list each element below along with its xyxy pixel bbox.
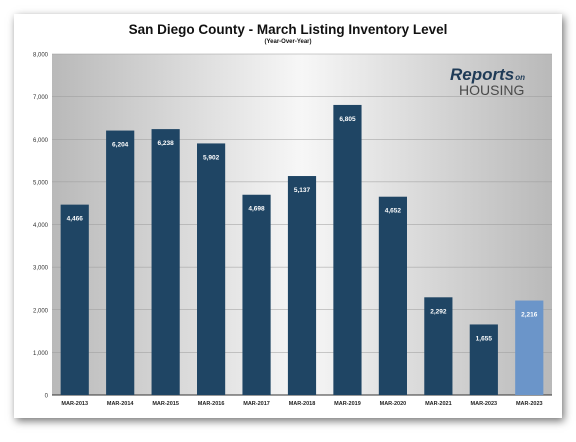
bar: [287, 176, 317, 395]
logo-text-on: on: [515, 73, 525, 82]
y-tick-label: 6,000: [33, 138, 49, 144]
y-tick-label: 3,000: [33, 266, 49, 272]
x-tick-label: MAR-2020: [380, 401, 407, 407]
bar-value-label: 2,216: [521, 312, 538, 319]
y-tick-label: 7,000: [33, 95, 49, 101]
logo-text-housing: HOUSING: [459, 82, 524, 98]
bar-value-label: 5,902: [203, 154, 220, 161]
bar: [151, 129, 180, 395]
x-tick-label: MAR-2017: [243, 401, 270, 407]
bar-value-label: 5,137: [294, 187, 311, 194]
x-tick-label: MAR-2016: [198, 401, 225, 407]
bar: [106, 130, 135, 395]
y-tick-label: 5,000: [33, 180, 49, 186]
x-tick-label: MAR-2021: [425, 401, 452, 407]
y-tick-label: 8,000: [33, 53, 49, 59]
bar: [333, 104, 362, 395]
x-tick-label: MAR-2014: [107, 401, 135, 407]
x-tick-label: MAR-2013: [61, 401, 88, 407]
x-tick-label: MAR-2018: [289, 401, 316, 407]
chart-title: San Diego County - March Listing Invento…: [128, 22, 448, 37]
bar: [469, 324, 498, 395]
y-tick-label: 4,000: [33, 223, 49, 229]
bar-value-label: 4,652: [385, 208, 402, 215]
x-tick-label: MAR-2019: [334, 401, 361, 407]
x-tick-label: MAR-2015: [152, 401, 179, 407]
bar-value-label: 4,698: [248, 206, 265, 213]
y-tick-label: 1,000: [33, 351, 49, 357]
bar-value-label: 6,805: [339, 116, 356, 123]
chart-subtitle: (Year-Over-Year): [264, 39, 312, 45]
x-tick-label: MAR-2023: [516, 401, 543, 407]
bar-value-label: 1,655: [476, 335, 493, 342]
bar: [242, 194, 271, 395]
bar: [378, 196, 407, 395]
y-tick-label: 0: [45, 394, 49, 400]
logo-text-reports: Reportson: [450, 65, 525, 84]
bar-value-label: 4,466: [67, 216, 84, 223]
chart-frame: San Diego County - March Listing Invento…: [14, 14, 562, 418]
bar: [60, 204, 89, 395]
bar-value-label: 6,238: [157, 140, 174, 147]
bar: [197, 143, 226, 395]
bar: [515, 300, 544, 395]
x-tick-label: MAR-2023: [471, 401, 498, 407]
reports-on-housing-logo: Reportson HOUSING: [450, 65, 525, 98]
bar: [424, 297, 453, 395]
y-tick-label: 2,000: [33, 308, 49, 314]
bar-value-label: 6,204: [112, 142, 129, 149]
bar-value-label: 2,292: [430, 308, 447, 315]
bar-chart: 0 1,000 2,000 3,000 4,000 5,000 6,000 7,000 8,00…: [33, 53, 552, 407]
